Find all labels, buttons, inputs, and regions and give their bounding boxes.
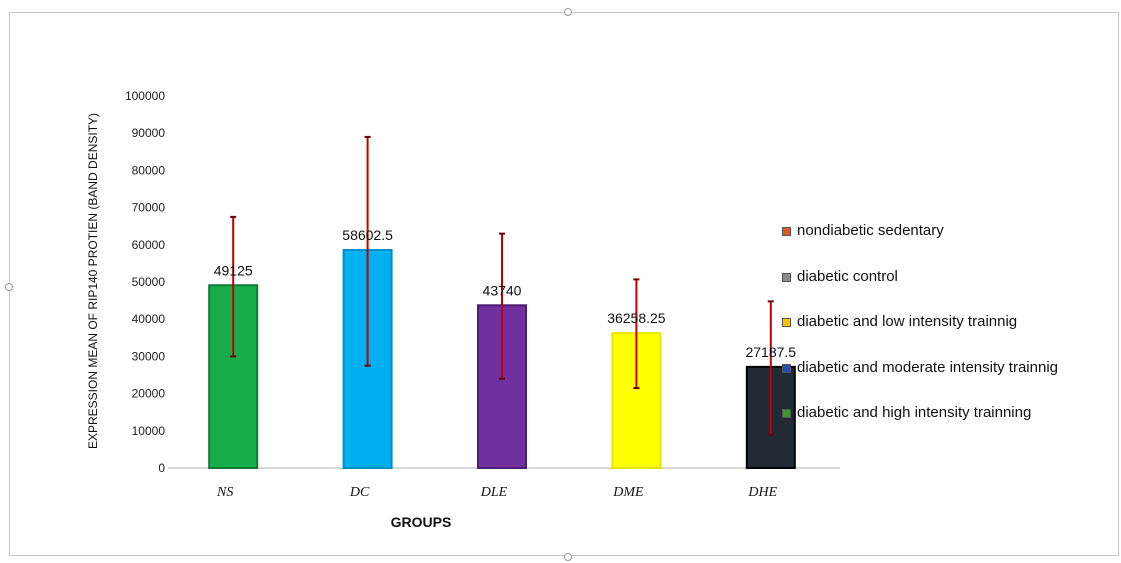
legend-swatch xyxy=(782,409,791,418)
y-axis-ticks: 0 10000 20000 30000 40000 50000 60000 70000 8000… xyxy=(125,89,165,475)
data-label-dc: 58602.5 xyxy=(342,227,393,243)
legend-label: diabetic and high intensity trainning xyxy=(797,404,1032,421)
resize-handle-left[interactable] xyxy=(5,283,13,291)
legend: nondiabetic sedentary diabetic control dia… xyxy=(782,222,1058,450)
bar-dme xyxy=(611,332,662,470)
y-tick-label: 0 xyxy=(158,461,165,475)
y-tick-label: 90000 xyxy=(132,126,166,140)
category-label-dle: DLE xyxy=(480,485,508,500)
resize-handle-top[interactable] xyxy=(564,8,572,16)
legend-swatch xyxy=(782,272,791,282)
legend-swatch xyxy=(782,363,791,373)
category-labels: NS DC DLE DME DHE xyxy=(216,485,778,500)
y-tick-label: 20000 xyxy=(132,387,166,401)
y-tick-label: 40000 xyxy=(132,312,166,326)
category-label-dme: DME xyxy=(612,485,644,500)
legend-label: diabetic and low intensity trainnig xyxy=(797,313,1018,330)
bars xyxy=(208,248,796,470)
y-axis-title: EXPRESSION MEAN OF RIP140 PROTIEN (BAND … xyxy=(86,113,100,449)
legend-label: nondiabetic sedentary xyxy=(797,222,944,239)
data-label-dme: 36258.25 xyxy=(607,310,666,326)
y-tick-label: 70000 xyxy=(132,201,166,215)
chart-frame xyxy=(9,12,1119,556)
data-label-ns: 49125 xyxy=(214,262,253,278)
legend-label: diabetic and moderate intensity trainnig xyxy=(797,358,1058,376)
data-label-dle: 43740 xyxy=(483,282,522,298)
resize-handle-bottom[interactable] xyxy=(564,553,572,561)
y-tick-label: 60000 xyxy=(132,238,166,252)
legend-item: nondiabetic sedentary xyxy=(782,222,1058,268)
category-label-ns: NS xyxy=(216,485,233,500)
y-tick-label: 30000 xyxy=(132,349,166,363)
y-tick-label: 10000 xyxy=(132,424,166,438)
error-bars xyxy=(230,135,774,436)
y-tick-label: 80000 xyxy=(132,163,166,177)
legend-label: diabetic control xyxy=(797,267,898,285)
data-label-dhe: 27187.5 xyxy=(745,344,796,360)
legend-item: diabetic and low intensity trainnig xyxy=(782,313,1058,359)
legend-swatch xyxy=(782,227,791,236)
x-axis-title: GROUPS xyxy=(391,514,452,530)
legend-swatch xyxy=(782,318,791,327)
legend-item: diabetic and moderate intensity trainnig xyxy=(782,359,1058,405)
legend-item: diabetic control xyxy=(782,268,1058,314)
category-label-dhe: DHE xyxy=(747,485,777,500)
category-label-dc: DC xyxy=(349,485,370,500)
y-tick-label: 100000 xyxy=(125,89,165,103)
legend-item: diabetic and high intensity trainning xyxy=(782,404,1058,450)
data-labels: 49125 58602.5 43740 36258.25 27187.5 xyxy=(214,227,797,360)
y-tick-label: 50000 xyxy=(132,275,166,289)
